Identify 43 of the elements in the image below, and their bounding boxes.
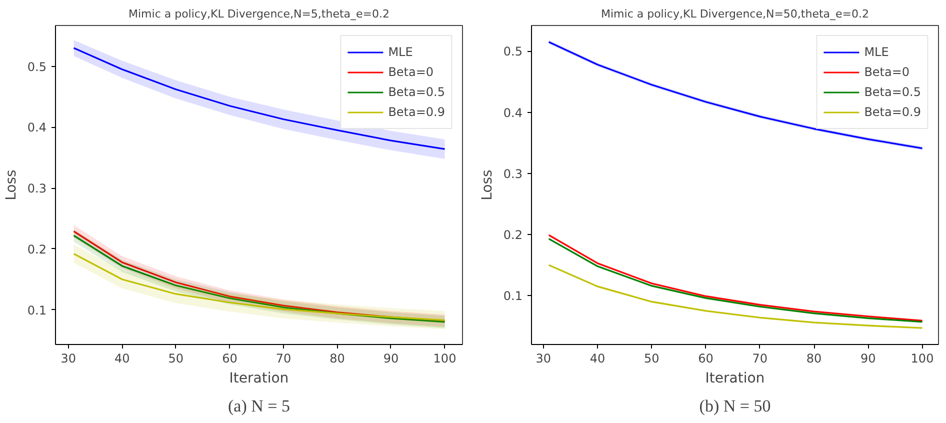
legend-label: Beta=0.5 [388, 85, 445, 99]
y-tick-label: 0.1 [27, 303, 47, 318]
legend-label: Beta=0 [388, 65, 434, 79]
x-tick-label: 50 [168, 352, 184, 366]
x-tick-label: 30 [60, 352, 76, 366]
y-tick-label: 0.1 [503, 289, 523, 304]
y-tick-label: 0.5 [27, 60, 47, 74]
x-tick-label: 60 [222, 352, 238, 366]
text: (b) N = 50 [699, 396, 771, 416]
y-axis-title: Loss [479, 170, 496, 200]
x-tick-label: 40 [114, 352, 130, 366]
y-tick-label: 0.4 [27, 120, 47, 135]
legend-label: MLE [388, 45, 413, 59]
chart-title: Mimic a policy,KL Divergence,N=5,theta_e=0.2 [128, 8, 390, 20]
y-tick-label: 0.2 [503, 228, 523, 242]
y-tick-label: 0.3 [27, 182, 47, 196]
x-tick-label: 70 [752, 352, 768, 366]
legend-label: Beta=0.9 [864, 105, 921, 119]
line-series [72, 252, 446, 321]
x-tick-label: 100 [910, 352, 934, 366]
legend-label: MLE [864, 45, 889, 59]
x-axis-title: Iteration [705, 370, 765, 386]
x-tick-label: 90 [383, 352, 399, 366]
x-tick-label: 90 [860, 352, 876, 366]
y-tick-label: 0.5 [503, 44, 523, 59]
y-tick-label: 0.2 [27, 242, 47, 256]
x-axis-title: Iteration [229, 370, 289, 386]
y-axis-title: Loss [3, 170, 20, 200]
legend-label: Beta=0.5 [864, 85, 921, 99]
legend-label: Beta=0 [864, 65, 910, 79]
x-tick-label: 80 [806, 352, 822, 366]
y-tick-label: 0.3 [503, 166, 523, 181]
x-tick-label: 30 [536, 352, 552, 366]
text: (a) N = 5 [228, 396, 290, 416]
legend-label: Beta=0.9 [388, 105, 445, 119]
x-tick-label: 100 [433, 352, 456, 366]
y-tick-label: 0.4 [503, 106, 523, 120]
chart-title: Mimic a policy,KL Divergence,N=50,theta_e=0.2 [600, 8, 870, 20]
x-tick-label: 40 [590, 352, 606, 366]
x-tick-label: 70 [276, 352, 292, 366]
x-tick-label: 60 [698, 352, 714, 366]
x-tick-label: 50 [644, 352, 660, 366]
x-tick-label: 80 [330, 352, 345, 366]
